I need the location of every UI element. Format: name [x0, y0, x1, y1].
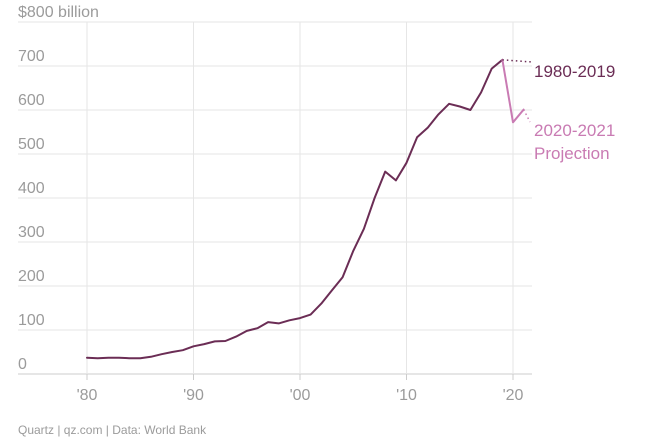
series-line-historical: [86, 58, 504, 360]
x-tick-label: '00: [290, 387, 311, 404]
grid-layer: [18, 21, 532, 375]
x-tick-label: '80: [77, 387, 98, 404]
y-tick-label: 600: [18, 92, 45, 109]
x-tick-label: '20: [503, 387, 524, 404]
y-tick-label: 100: [18, 312, 45, 329]
y-tick-label: 500: [18, 136, 45, 153]
y-tick-label: $800 billion: [18, 4, 99, 21]
y-tick-label: 0: [18, 356, 27, 373]
leader-projection: [522, 109, 531, 123]
x-tick-label: '10: [396, 387, 417, 404]
y-tick-label: 700: [18, 48, 45, 65]
source-note: Quartz | qz.com | Data: World Bank: [18, 423, 207, 437]
x-tick-label: '90: [183, 387, 204, 404]
series-label: 2020-2021: [534, 121, 615, 140]
series-line-projection: [501, 58, 525, 124]
series-layer: [86, 58, 533, 360]
y-axis-ticks: 0 100 200 300 400 500 600 700 $800 billion: [18, 4, 99, 373]
leader-historical: [502, 59, 533, 63]
series-label: 1980-2019: [534, 62, 615, 81]
y-tick-label: 400: [18, 180, 45, 197]
x-axis-ticks: '80 '90 '00 '10 '20: [77, 374, 524, 404]
y-tick-label: 300: [18, 224, 45, 241]
series-label: Projection: [534, 144, 610, 163]
y-tick-label: 200: [18, 268, 45, 285]
series-labels: 1980-2019 2020-2021 Projection: [534, 62, 615, 163]
